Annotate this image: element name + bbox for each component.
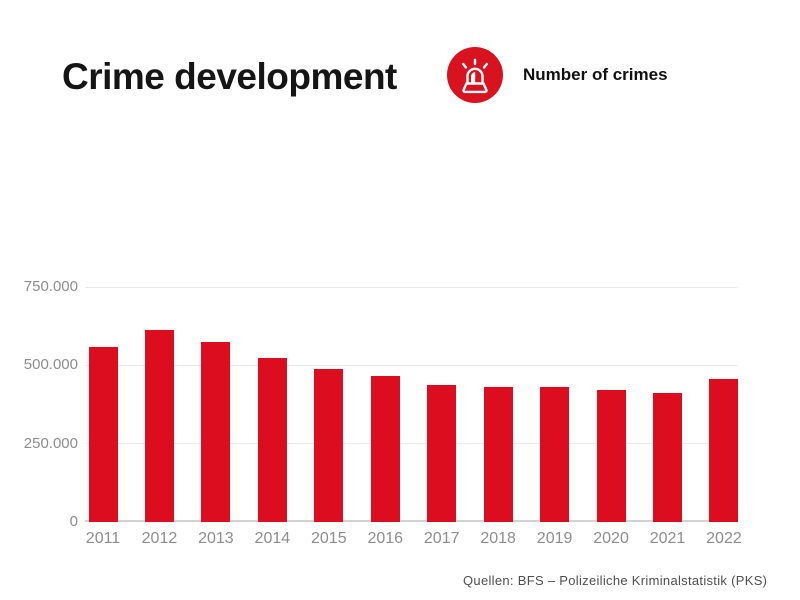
- legend-label: Number of crimes: [523, 65, 668, 84]
- x-axis-tick-label: 2014: [254, 530, 291, 547]
- bar-2015: [314, 369, 344, 522]
- bar-2012: [144, 329, 174, 522]
- x-axis-tick-label: 2018: [480, 530, 516, 547]
- y-axis-tick-label: 750.000: [23, 278, 78, 295]
- gridline: [85, 443, 738, 445]
- x-axis-tick-label: 2020: [593, 530, 629, 547]
- bar-2020: [596, 389, 626, 522]
- bar-2022: [709, 378, 739, 522]
- bar-2014: [257, 357, 287, 522]
- x-axis-tick-label: 2013: [198, 530, 234, 547]
- legend: Number of crimes: [447, 47, 668, 103]
- x-axis-tick-label: 2015: [311, 530, 347, 547]
- x-axis-tick-label: 2011: [85, 530, 121, 547]
- y-axis-tick-label: 250.000: [23, 434, 78, 452]
- y-axis-tick-label: 0: [69, 513, 78, 530]
- bar-2011: [88, 346, 118, 522]
- x-axis-tick-label: 2012: [141, 530, 178, 547]
- bar-2021: [653, 392, 682, 522]
- plot-area: [85, 286, 739, 522]
- gridline: [85, 286, 738, 288]
- source-attribution: Quellen: BFS – Polizeiliche Kriminalstat…: [463, 573, 768, 588]
- y-axis-tick-label: 500.000: [23, 356, 78, 374]
- x-axis-tick-label: 2021: [649, 530, 686, 547]
- gridline: [85, 364, 738, 366]
- bar-2016: [370, 376, 400, 522]
- x-axis-tick-label: 2022: [706, 530, 742, 547]
- x-axis-tick-label: 2017: [423, 530, 460, 547]
- bar-chart: 0 250.000 500.000 750.000 2011 2012 2013 2014 20…: [0, 278, 800, 562]
- siren-icon: [447, 47, 503, 103]
- x-axis-tick-label: 2019: [536, 530, 573, 547]
- bar-2019: [540, 387, 570, 522]
- bar-2018: [483, 386, 513, 522]
- bar-2013: [201, 341, 231, 522]
- bar-2017: [427, 384, 457, 522]
- x-axis-tick-label: 2016: [367, 530, 404, 547]
- x-axis-baseline: [85, 520, 738, 522]
- page-title: Crime development: [62, 56, 397, 97]
